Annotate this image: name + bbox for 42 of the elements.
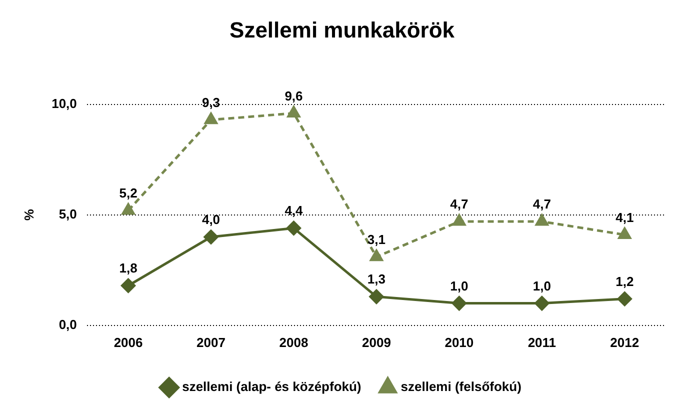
- point: [286, 220, 301, 236]
- data-label: 1,3: [367, 272, 386, 287]
- point: [122, 203, 135, 215]
- data-label: 4,1: [616, 210, 634, 225]
- data-label: 4,0: [202, 212, 220, 228]
- data-label: 1,0: [450, 278, 468, 294]
- data-label: 4,7: [532, 196, 551, 212]
- data-label: 9,3: [202, 94, 220, 110]
- point: [452, 296, 466, 311]
- x-tick-label: 2007: [196, 334, 226, 350]
- y-tick-label: 5,0: [58, 206, 77, 222]
- point: [369, 289, 384, 304]
- data-label: 4,4: [284, 203, 304, 218]
- data-label: 4,7: [450, 196, 468, 212]
- data-label: 1,2: [616, 274, 634, 289]
- chart-title: Szellemi munkakörök: [230, 17, 456, 42]
- point: [618, 228, 632, 240]
- y-tick-label: 0,0: [58, 316, 77, 332]
- legend-label: szellemi (alap- és középfokú): [182, 379, 362, 394]
- x-tick-label: 2011: [528, 334, 556, 350]
- point: [452, 214, 466, 226]
- x-tick-label: 2008: [279, 334, 308, 350]
- y-axis-title: %: [21, 208, 36, 221]
- point: [121, 278, 136, 293]
- x-tick-label: 2006: [114, 334, 143, 350]
- data-label: 5,2: [119, 186, 138, 201]
- data-label: 3,1: [367, 232, 386, 247]
- x-tick-label: 2012: [610, 334, 640, 350]
- x-tick-label: 2010: [444, 334, 474, 350]
- data-label: 1,0: [532, 278, 551, 294]
- data-label: 1,8: [119, 260, 138, 276]
- point: [534, 296, 550, 311]
- data-label: 9,6: [284, 88, 303, 104]
- point: [204, 112, 218, 124]
- point: [617, 292, 632, 306]
- point: [535, 214, 548, 226]
- x-tick-label: 2009: [362, 334, 391, 350]
- y-tick-label: 10,0: [52, 96, 77, 111]
- point: [370, 250, 383, 262]
- legend-label: szellemi (felsőfokú): [400, 379, 522, 394]
- point: [204, 230, 218, 244]
- point: [287, 106, 300, 118]
